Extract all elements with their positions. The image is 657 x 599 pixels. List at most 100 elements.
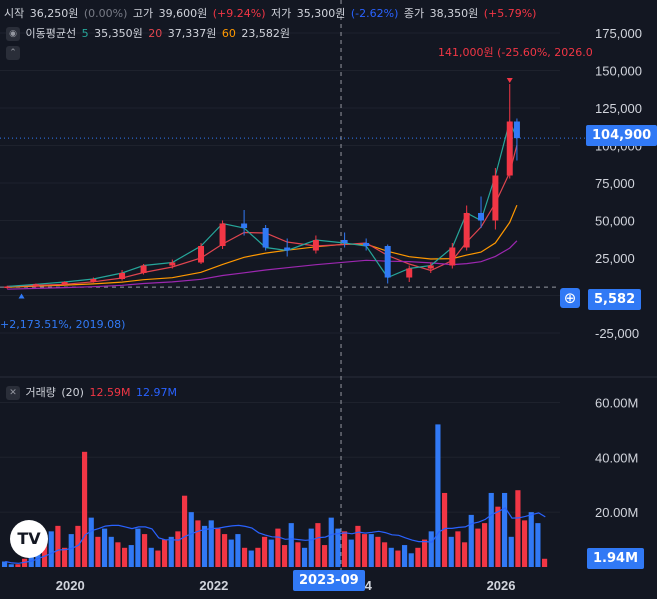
candle-body	[241, 223, 248, 228]
candle-body	[506, 121, 513, 176]
candle-body	[492, 175, 499, 221]
volume-bar	[35, 545, 41, 567]
candle-body	[449, 247, 456, 266]
current-price-tag: 104,900	[586, 125, 657, 146]
add-alert-plus-icon[interactable]: ⊕	[560, 288, 580, 308]
volume-bar	[488, 492, 494, 567]
volume-bar	[228, 539, 234, 567]
volume-bar	[148, 547, 154, 567]
ma5-period: 5	[81, 27, 89, 40]
volume-bar	[82, 451, 88, 567]
low-change: (-2.62%)	[350, 7, 399, 20]
high-value: 39,600원	[158, 7, 208, 20]
volume-bar	[342, 531, 348, 567]
volume-bar	[102, 528, 108, 567]
volume-bar	[455, 531, 461, 567]
volume-bar	[268, 539, 274, 567]
volume-bar	[542, 558, 548, 567]
volume-bar	[482, 523, 488, 567]
volume-bar	[262, 536, 268, 567]
volume-bar	[475, 528, 481, 567]
price-axis-tick: 50,000	[595, 214, 635, 229]
volume-label: 거래량	[25, 386, 56, 399]
candle-body	[169, 262, 176, 266]
volume-bar	[328, 517, 334, 567]
volume-bar	[155, 550, 161, 567]
volume-bar	[415, 547, 421, 567]
volume-axis-tick: 20.00M	[595, 505, 638, 520]
price-axis-tick: 150,000	[595, 64, 642, 79]
volume-bar	[128, 545, 134, 567]
volume-legend: ✕ 거래량 (20) 12.59M 12.97M	[6, 384, 179, 400]
volume-bar	[15, 564, 21, 567]
crosshair-price-tag: 5,582	[588, 289, 642, 310]
volume-bar	[522, 520, 528, 567]
volume-bar	[382, 542, 388, 567]
volume-bar	[502, 492, 508, 567]
close-icon[interactable]: ✕	[6, 386, 20, 400]
collapse-legend-button[interactable]: ⌃	[6, 46, 22, 60]
volume-bar	[68, 534, 74, 567]
volume-bar	[248, 550, 254, 567]
candle-body	[312, 240, 319, 251]
price-axis-tick: -25,000	[595, 326, 639, 341]
tradingview-logo[interactable]: TV	[10, 520, 48, 558]
volume-bar	[142, 534, 148, 567]
price-axis-tick: 175,000	[595, 26, 642, 41]
volume-value-ma: 12.97M	[135, 386, 177, 399]
volume-bar	[108, 536, 114, 567]
volume-bar	[255, 547, 261, 567]
candle-body	[478, 213, 485, 221]
open-label: 시작	[4, 7, 25, 20]
high-annotation: 141,000원 (-25.60%, 2026.0	[438, 46, 593, 59]
ma5-line	[7, 119, 518, 288]
volume-bar	[188, 512, 194, 567]
volume-bar	[235, 534, 241, 567]
volume-bar	[322, 545, 328, 567]
candle-body	[219, 223, 226, 246]
candle-body	[90, 279, 97, 282]
crosshair-date-tag: 2023-09	[293, 570, 365, 591]
ma-legend: ◉ 이동평균선 5 35,350원 20 37,337원 60 23,582원	[6, 25, 292, 41]
volume-bar	[515, 490, 521, 567]
price-axis-tick: 25,000	[595, 251, 635, 266]
close-value: 38,350원	[429, 7, 479, 20]
low-annotation: +2,173.51%, 2019.08)	[0, 318, 126, 331]
candle-body	[363, 243, 370, 246]
volume-bar	[375, 536, 381, 567]
volume-bar	[182, 495, 188, 567]
candle-body	[262, 228, 269, 248]
volume-bar	[162, 539, 168, 567]
candle-body	[513, 121, 520, 139]
volume-bar	[288, 523, 294, 567]
ma60-period: 60	[221, 27, 236, 40]
volume-bar	[335, 528, 341, 567]
volume-bar	[462, 542, 468, 567]
volume-bar	[368, 534, 374, 567]
open-value: 36,250원	[29, 7, 79, 20]
volume-bar	[528, 512, 534, 567]
low-marker	[18, 293, 25, 299]
ma60-line	[7, 204, 518, 288]
ohlc-legend: 시작 36,250원 (0.00%) 고가 39,600원 (+9.24%) 저…	[4, 5, 538, 21]
chevron-up-icon: ⌃	[6, 46, 20, 60]
volume-ma-line	[5, 507, 546, 564]
volume-bar	[42, 542, 48, 567]
low-label: 저가	[271, 7, 292, 20]
volume-bar	[495, 506, 501, 567]
candle-body	[61, 282, 68, 285]
volume-bar	[202, 525, 208, 567]
ma60-value: 23,582원	[241, 27, 290, 40]
high-change: (+9.24%)	[212, 7, 266, 20]
candle-body	[4, 286, 11, 288]
ma20-value: 37,337원	[167, 27, 217, 40]
eye-icon[interactable]: ◉	[6, 27, 20, 41]
time-axis-tick: 2022	[199, 578, 228, 593]
volume-bar	[208, 520, 214, 567]
time-axis-tick: 2020	[56, 578, 85, 593]
ma-label: 이동평균선	[25, 27, 77, 40]
price-axis-tick: 75,000	[595, 176, 635, 191]
volume-bar	[2, 561, 8, 567]
volume-bar	[8, 564, 14, 567]
